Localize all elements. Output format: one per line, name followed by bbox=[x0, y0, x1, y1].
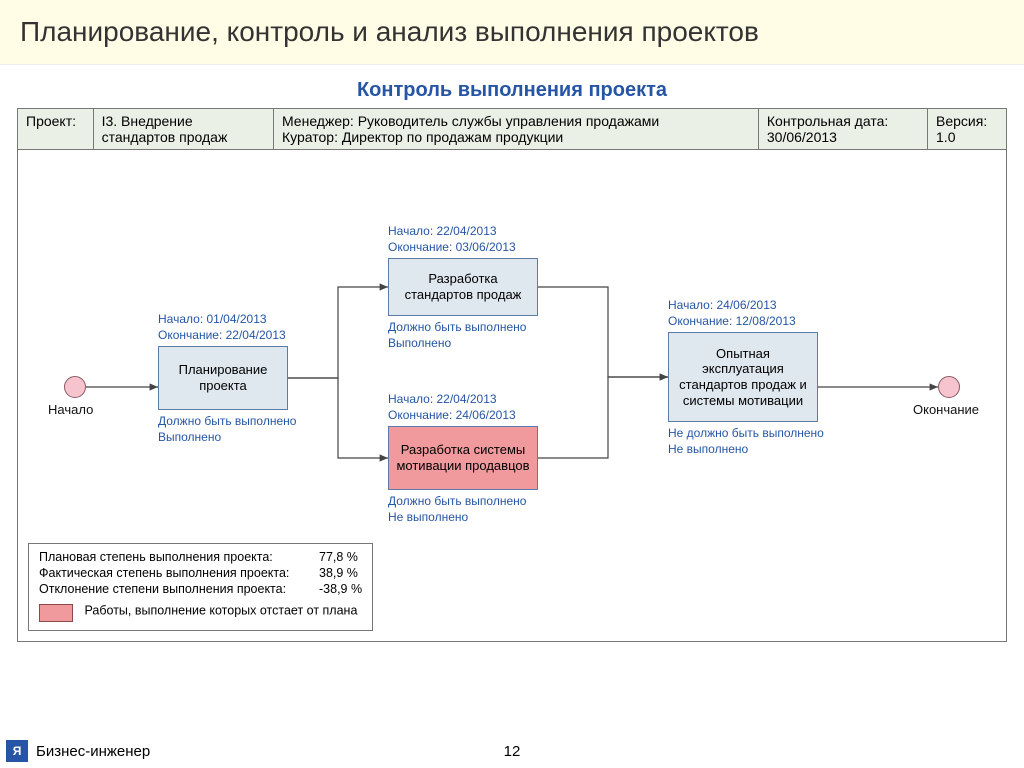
end-label: Окончание bbox=[913, 402, 979, 417]
footer-brand: Бизнес-инженер bbox=[36, 743, 150, 760]
node-status-n2: Должно быть выполненоВыполнено bbox=[388, 320, 526, 351]
node-status-n3: Должно быть выполненоНе выполнено bbox=[388, 494, 526, 525]
diagram-subtitle: Контроль выполнения проекта bbox=[0, 79, 1024, 102]
footer: Я Бизнес-инженер 12 bbox=[0, 740, 1024, 762]
process-node-n3: Разработка системы мотивации продавцов bbox=[388, 426, 538, 490]
project-value: I3. Внедрение стандартов продаж bbox=[93, 109, 273, 150]
version: Версия: 1.0 bbox=[928, 109, 1007, 150]
start-label: Начало bbox=[48, 402, 93, 417]
end-node bbox=[938, 376, 960, 398]
footer-page-number: 12 bbox=[504, 743, 521, 760]
diagram-canvas: Начало Окончание Планирование проектаНач… bbox=[17, 150, 1007, 642]
start-node bbox=[64, 376, 86, 398]
title-bar: Планирование, контроль и анализ выполнен… bbox=[0, 0, 1024, 65]
process-node-n2: Разработка стандартов продаж bbox=[388, 258, 538, 316]
legend-row: Отклонение степени выполнения проекта:-3… bbox=[39, 582, 362, 596]
manager-curator: Менеджер: Руководитель службы управления… bbox=[273, 109, 758, 150]
control-date: Контрольная дата: 30/06/2013 bbox=[758, 109, 927, 150]
node-status-n4: Не должно быть выполненоНе выполнено bbox=[668, 426, 824, 457]
process-node-n1: Планирование проекта bbox=[158, 346, 288, 410]
node-status-n1: Должно быть выполненоВыполнено bbox=[158, 414, 296, 445]
legend-box: Плановая степень выполнения проекта:77,8… bbox=[28, 543, 373, 631]
legend-row: Плановая степень выполнения проекта:77,8… bbox=[39, 550, 362, 564]
legend-row: Фактическая степень выполнения проекта:3… bbox=[39, 566, 362, 580]
legend-swatch-text: Работы, выполнение которых отстает от пл… bbox=[84, 603, 357, 617]
legend-swatch-late bbox=[39, 604, 73, 622]
footer-logo-icon: Я bbox=[6, 740, 28, 762]
process-node-n4: Опытная эксплуатация стандартов продаж и… bbox=[668, 332, 818, 422]
node-dates-n4: Начало: 24/06/2013Окончание: 12/08/2013 bbox=[668, 298, 796, 329]
node-dates-n2: Начало: 22/04/2013Окончание: 03/06/2013 bbox=[388, 224, 516, 255]
project-label: Проект: bbox=[18, 109, 94, 150]
page-title: Планирование, контроль и анализ выполнен… bbox=[20, 16, 1004, 48]
node-dates-n1: Начало: 01/04/2013Окончание: 22/04/2013 bbox=[158, 312, 286, 343]
meta-table: Проект: I3. Внедрение стандартов продаж … bbox=[17, 108, 1007, 150]
node-dates-n3: Начало: 22/04/2013Окончание: 24/06/2013 bbox=[388, 392, 516, 423]
